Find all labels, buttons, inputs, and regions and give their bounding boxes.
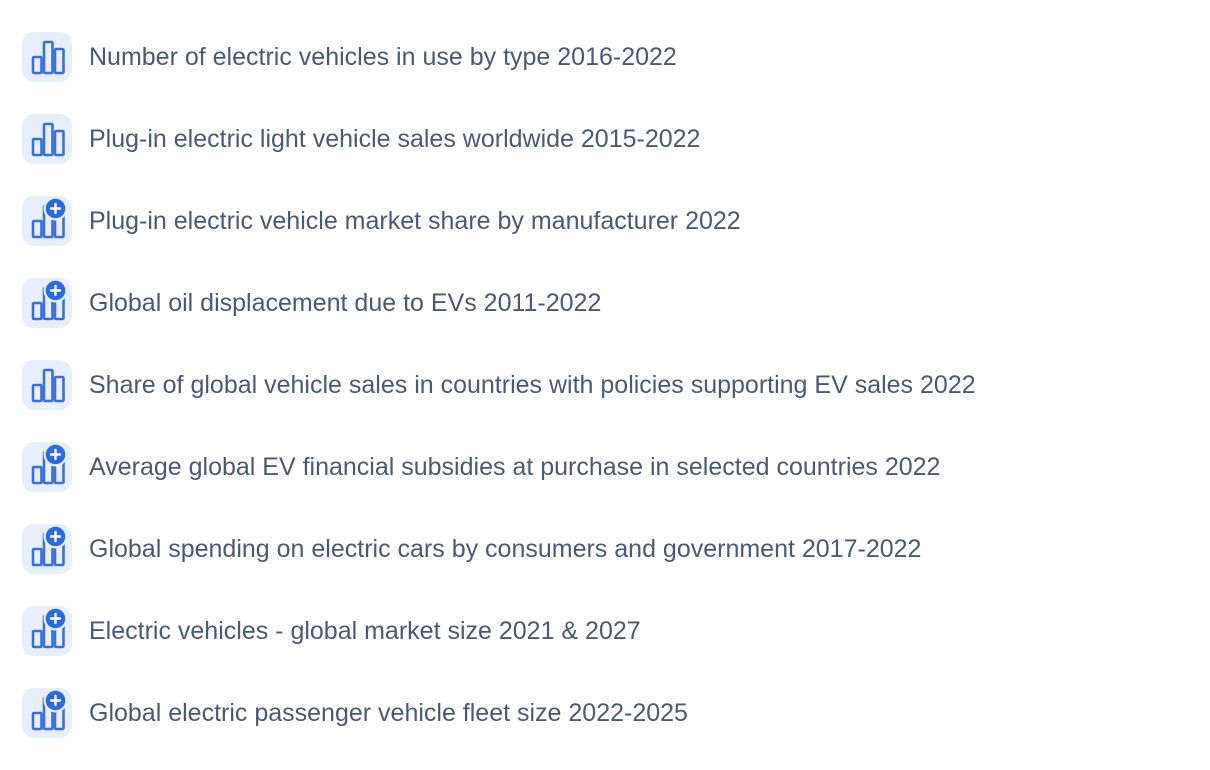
plus-badge — [43, 278, 68, 303]
list-item-title: Average global EV financial subsidies at… — [89, 453, 941, 481]
list-item-title: Global spending on electric cars by cons… — [89, 535, 922, 563]
bar-chart-icon — [22, 32, 72, 82]
bar-chart-plus-icon — [22, 442, 72, 492]
list-item[interactable]: Share of global vehicle sales in countri… — [22, 344, 1210, 426]
list-item[interactable]: Average global EV financial subsidies at… — [22, 426, 1210, 508]
plus-badge — [43, 606, 68, 631]
bar-chart-plus-icon — [22, 196, 72, 246]
plus-badge — [43, 196, 68, 221]
bar-chart-icon — [22, 360, 72, 410]
list-item-title: Global oil displacement due to EVs 2011-… — [89, 289, 602, 317]
plus-badge — [43, 524, 68, 549]
list-item-title: Plug-in electric vehicle market share by… — [89, 207, 741, 235]
results-list: Number of electric vehicles in use by ty… — [22, 16, 1210, 754]
list-item[interactable]: Global electric passenger vehicle fleet … — [22, 672, 1210, 754]
list-item[interactable]: Number of electric vehicles in use by ty… — [22, 16, 1210, 98]
list-item[interactable]: Global spending on electric cars by cons… — [22, 508, 1210, 590]
list-item-title: Share of global vehicle sales in countri… — [89, 371, 976, 399]
list-item[interactable]: Plug-in electric light vehicle sales wor… — [22, 98, 1210, 180]
list-item[interactable]: Plug-in electric vehicle market share by… — [22, 180, 1210, 262]
list-item-title: Global electric passenger vehicle fleet … — [89, 699, 688, 727]
bar-chart-icon — [22, 114, 72, 164]
list-item[interactable]: Electric vehicles - global market size 2… — [22, 590, 1210, 672]
bar-chart-plus-icon — [22, 278, 72, 328]
list-item-title: Number of electric vehicles in use by ty… — [89, 43, 677, 71]
list-item-title: Plug-in electric light vehicle sales wor… — [89, 125, 701, 153]
bar-chart-plus-icon — [22, 606, 72, 656]
list-item-title: Electric vehicles - global market size 2… — [89, 617, 641, 645]
list-item[interactable]: Global oil displacement due to EVs 2011-… — [22, 262, 1210, 344]
plus-badge — [43, 688, 68, 713]
bar-chart-plus-icon — [22, 688, 72, 738]
bar-chart-plus-icon — [22, 524, 72, 574]
plus-badge — [43, 442, 68, 467]
